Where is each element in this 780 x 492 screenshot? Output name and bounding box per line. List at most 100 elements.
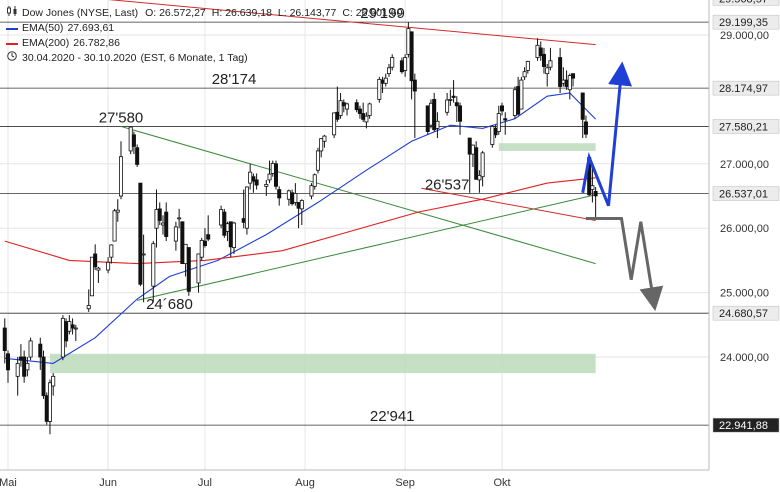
candle[interactable] — [535, 38, 540, 61]
candle[interactable] — [377, 76, 382, 103]
candle[interactable] — [51, 373, 56, 396]
candle[interactable] — [160, 215, 165, 235]
candle[interactable] — [267, 160, 272, 184]
candle[interactable] — [332, 112, 337, 139]
candle[interactable] — [96, 266, 101, 283]
candle[interactable] — [364, 112, 369, 129]
candle[interactable] — [541, 47, 546, 74]
candle[interactable] — [448, 89, 453, 106]
candle[interactable] — [580, 92, 585, 139]
candle[interactable] — [445, 92, 450, 116]
candle[interactable] — [222, 208, 227, 238]
candle[interactable] — [409, 31, 414, 100]
candle[interactable] — [270, 160, 275, 177]
candle[interactable] — [499, 102, 504, 116]
candle[interactable] — [593, 187, 598, 219]
candle[interactable] — [264, 179, 269, 196]
candle[interactable] — [493, 125, 498, 139]
candle[interactable] — [403, 54, 408, 77]
candle[interactable] — [335, 86, 340, 122]
candle[interactable] — [341, 99, 346, 113]
candle[interactable] — [135, 144, 140, 168]
candle[interactable] — [64, 318, 69, 348]
candle[interactable] — [109, 244, 114, 264]
candle[interactable] — [186, 247, 191, 296]
candle[interactable] — [112, 208, 117, 242]
candle[interactable] — [319, 138, 324, 158]
candle[interactable] — [38, 337, 43, 370]
candle[interactable] — [22, 350, 27, 383]
candle[interactable] — [432, 92, 437, 132]
candle[interactable] — [545, 63, 550, 87]
candle[interactable] — [73, 324, 78, 341]
candle[interactable] — [141, 234, 146, 303]
candle[interactable] — [293, 183, 298, 206]
candle[interactable] — [474, 141, 479, 180]
candle[interactable] — [425, 105, 430, 135]
candle[interactable] — [154, 189, 159, 248]
candle[interactable] — [525, 60, 530, 74]
candle[interactable] — [548, 47, 553, 71]
candle[interactable] — [286, 189, 291, 206]
candle[interactable] — [558, 47, 563, 93]
candle[interactable] — [86, 289, 91, 312]
candle[interactable] — [435, 112, 440, 139]
candle[interactable] — [583, 115, 588, 139]
candle[interactable] — [131, 131, 136, 155]
candle[interactable] — [106, 257, 111, 274]
candle[interactable] — [89, 256, 94, 297]
candle[interactable] — [322, 134, 327, 148]
candlesticks[interactable] — [2, 22, 598, 435]
candle[interactable] — [2, 318, 7, 364]
candle[interactable] — [206, 215, 211, 242]
candle[interactable] — [225, 221, 230, 242]
candle[interactable] — [254, 173, 259, 190]
candle[interactable] — [6, 350, 11, 383]
candle[interactable] — [490, 125, 495, 148]
candle[interactable] — [383, 73, 388, 87]
candle[interactable] — [273, 160, 278, 190]
candle[interactable] — [196, 253, 201, 293]
candle[interactable] — [522, 67, 527, 81]
candle[interactable] — [173, 221, 178, 251]
candle[interactable] — [367, 102, 372, 119]
candle[interactable] — [412, 73, 417, 139]
candle[interactable] — [503, 112, 508, 135]
candle[interactable] — [202, 228, 207, 248]
candle[interactable] — [451, 80, 456, 103]
candle[interactable] — [199, 237, 204, 261]
candle[interactable] — [177, 208, 182, 229]
candle[interactable] — [251, 173, 256, 193]
candle[interactable] — [60, 315, 65, 361]
candle[interactable] — [567, 73, 572, 100]
candle[interactable] — [228, 221, 233, 258]
candle[interactable] — [496, 105, 501, 135]
candle[interactable] — [361, 102, 366, 122]
candle[interactable] — [354, 99, 359, 113]
candle[interactable] — [564, 70, 569, 90]
candle[interactable] — [345, 102, 350, 116]
candle[interactable] — [386, 63, 391, 77]
candle[interactable] — [244, 186, 249, 235]
candle[interactable] — [25, 357, 30, 377]
candle[interactable] — [309, 183, 314, 200]
candle[interactable] — [93, 244, 98, 271]
candle[interactable] — [277, 186, 282, 206]
candle[interactable] — [44, 392, 49, 425]
candle[interactable] — [157, 202, 162, 225]
candle[interactable] — [299, 199, 304, 225]
candle[interactable] — [15, 357, 20, 396]
candle[interactable] — [47, 379, 52, 435]
candle[interactable] — [241, 189, 246, 229]
candle[interactable] — [151, 241, 156, 303]
candle[interactable] — [380, 76, 385, 93]
candle[interactable] — [119, 141, 124, 200]
candle[interactable] — [115, 199, 120, 222]
candle[interactable] — [477, 170, 482, 193]
candle[interactable] — [357, 105, 362, 119]
candle[interactable] — [561, 67, 566, 87]
candle[interactable] — [248, 163, 253, 190]
candle[interactable] — [180, 221, 185, 265]
candle[interactable] — [538, 41, 543, 61]
